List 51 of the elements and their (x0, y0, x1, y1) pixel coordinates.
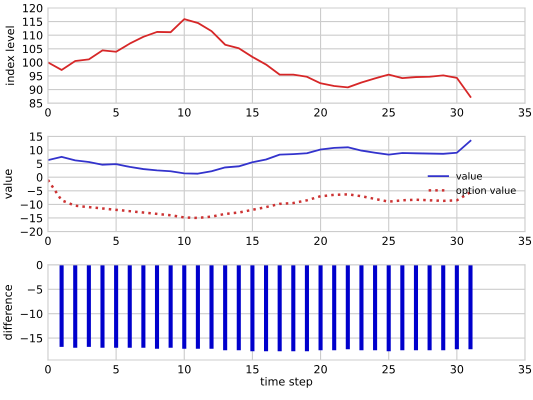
x-tick-label: 20 (314, 365, 327, 374)
x-tick-label: 35 (518, 365, 532, 374)
x-tick-label: 25 (382, 365, 395, 374)
y-tick-label: −15 (20, 334, 42, 342)
y-tick-label: 5 (36, 160, 42, 168)
y-tick-label: −5 (28, 186, 42, 196)
y-tick-label: 90 (30, 86, 42, 94)
x-tick-label: 15 (246, 108, 259, 117)
y-tick-label: 105 (23, 44, 42, 54)
y-tick-label: −5 (28, 285, 42, 294)
x-tick-label: 5 (113, 365, 119, 374)
y-tick-label: 120 (23, 4, 42, 12)
x-tick-label: 0 (45, 365, 51, 374)
x-tick-label: 15 (246, 236, 259, 246)
y-tick-label: 85 (30, 99, 42, 108)
y-tick-label: 0 (36, 260, 42, 270)
x-axis-title: time step (260, 377, 312, 388)
x-tick-label: 30 (450, 236, 464, 246)
x-tick-label: 20 (314, 108, 327, 117)
y-tick-label: 115 (23, 18, 42, 26)
x-tick-label: 10 (178, 365, 191, 374)
y-axis-title: value (3, 169, 12, 199)
y-tick-label: 100 (23, 58, 42, 67)
x-tick-label: 20 (314, 236, 327, 246)
y-tick-label: 95 (30, 72, 42, 80)
x-tick-label: 25 (382, 108, 395, 117)
legend-label: value (456, 172, 482, 180)
y-tick-label: −10 (20, 310, 42, 318)
x-tick-label: 35 (518, 108, 532, 117)
y-tick-label: −15 (20, 214, 42, 222)
y-axis-title: index level (6, 26, 14, 85)
x-tick-label: 10 (178, 108, 191, 117)
x-tick-label: 10 (178, 236, 191, 246)
x-tick-label: 15 (246, 365, 259, 374)
y-tick-label: −20 (20, 228, 42, 236)
x-tick-label: 5 (113, 108, 119, 117)
legend-label: option value (456, 186, 516, 196)
x-tick-label: 0 (45, 108, 51, 117)
x-tick-label: 30 (450, 365, 464, 374)
y-axis-title: difference (3, 285, 12, 340)
x-tick-label: 5 (113, 236, 119, 246)
line-series (48, 18, 472, 98)
x-tick-label: 35 (518, 236, 532, 246)
y-tick-label: 110 (23, 31, 42, 40)
x-tick-label: 25 (382, 236, 395, 246)
y-tick-label: 15 (30, 132, 42, 141)
x-tick-label: 30 (450, 108, 464, 117)
y-tick-label: −10 (20, 200, 42, 209)
y-tick-label: 10 (30, 146, 42, 154)
x-tick-label: 0 (45, 236, 51, 246)
y-tick-label: 0 (36, 173, 42, 182)
